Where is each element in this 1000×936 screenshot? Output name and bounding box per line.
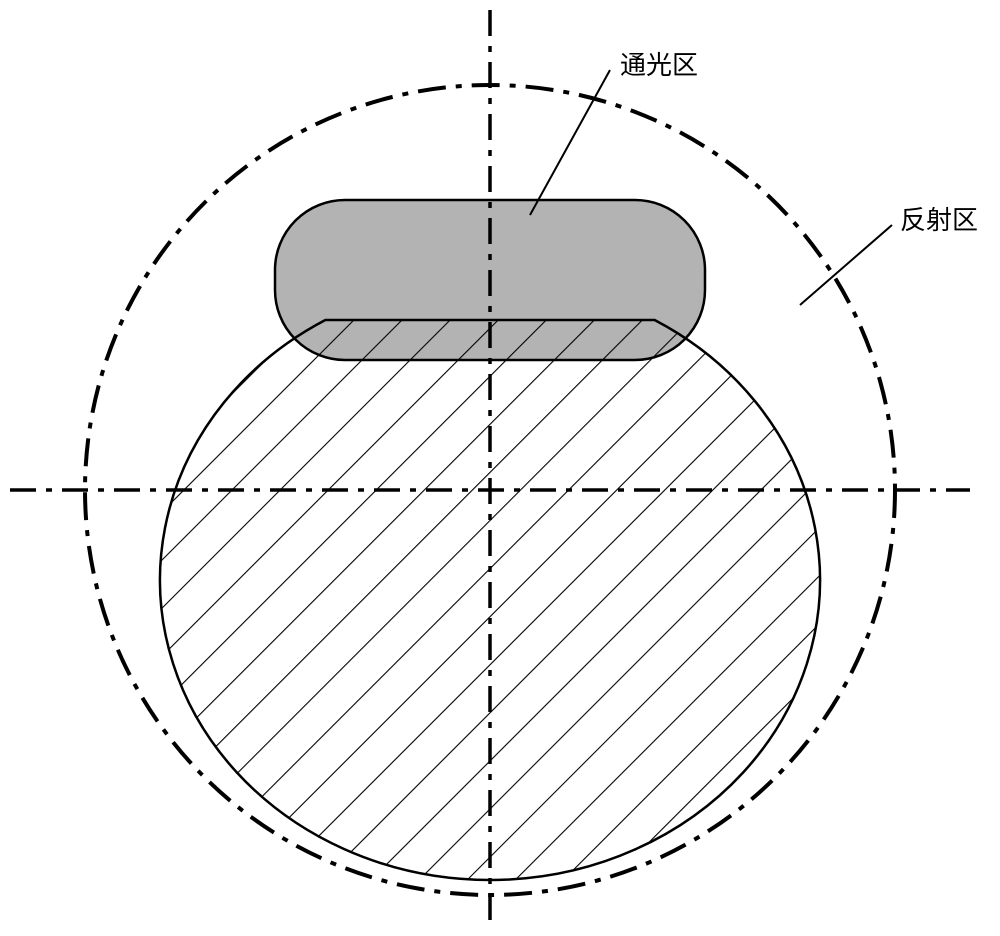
diagram-stage: 通光区 反射区 — [0, 0, 1000, 936]
diagram-svg — [0, 0, 1000, 936]
label-reflection-zone: 反射区 — [900, 200, 978, 237]
leader-line-transmission — [530, 70, 610, 215]
label-transmission-zone: 通光区 — [620, 45, 698, 82]
